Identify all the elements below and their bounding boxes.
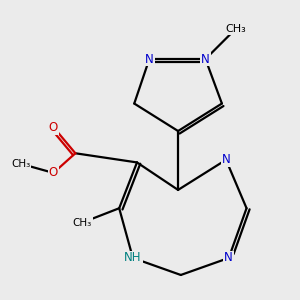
Text: CH₃: CH₃ <box>73 218 92 228</box>
Text: CH₃: CH₃ <box>225 24 246 34</box>
Text: N: N <box>222 153 230 166</box>
Text: NH: NH <box>124 251 142 265</box>
Text: N: N <box>145 52 154 65</box>
Text: N: N <box>201 52 210 65</box>
Text: O: O <box>49 167 58 179</box>
Text: CH₃: CH₃ <box>11 159 30 169</box>
Text: O: O <box>49 121 58 134</box>
Text: N: N <box>224 251 233 265</box>
